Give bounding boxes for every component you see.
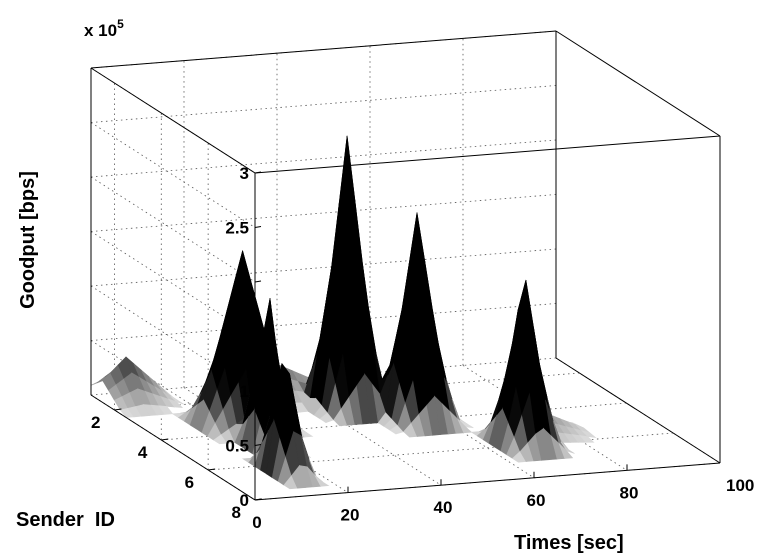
box-edge [254,135,721,174]
z-tick-mark [254,335,262,337]
grid-line-z-back [90,139,557,178]
z-tick-label: 2 [240,273,249,292]
z-tick-mark [254,389,262,392]
surface-patch [560,441,575,454]
x-tick-label: 100 [726,476,754,495]
z-tick-label: 2.5 [225,219,249,238]
box-edge [555,357,721,464]
z-tick-label: 1.5 [225,328,249,347]
z-multiplier-label: x 105 [84,17,124,40]
surface-patch [170,395,185,405]
surface-patch [298,428,314,438]
surface-patch [558,443,574,459]
z-tick-label: 3 [240,164,249,183]
y-tick-mark [254,498,263,501]
grid-line-z-back [90,194,557,232]
z-tick-label: 0 [240,491,249,510]
y-tick-label: 6 [185,473,194,492]
y-tick-label: 4 [138,443,148,462]
y-axis-label: Sender ID [16,509,115,531]
z-tick-mark [254,226,262,228]
x-axis-label: Times [sec] [514,532,624,554]
tick-labels: 0 0.5 1 1.5 2 2.5 3 0 20 40 60 80 100 2 4 6 8 [91,164,754,532]
surface-patch [579,435,595,443]
y-tick-label: 2 [91,413,100,432]
box-edge [90,67,256,174]
grid-line-z-left [90,122,256,228]
x-tick-label: 0 [252,513,261,532]
z-tick-label: 1 [240,382,249,401]
box-edge [90,394,256,501]
z-axis-label: Goodput [bps] [17,171,39,309]
axes-box [90,30,721,501]
surface-patch [314,475,330,487]
y-tick-mark [208,468,216,471]
z-tick-mark [254,280,262,283]
x-tick-label: 60 [527,491,546,510]
z-tick-label: 0.5 [225,437,249,456]
x-tick-label: 80 [620,483,639,502]
box-edge [254,462,721,501]
y-tick-mark [161,438,169,441]
grid-line-z-back [90,85,557,123]
surface-mesh [90,135,597,490]
y-tick-mark [114,408,122,411]
y-tick-label: 8 [232,503,241,522]
z-tick-mark [254,444,262,446]
x-tick-label: 40 [434,498,453,517]
surface-patch [167,398,184,408]
box-edge [90,30,557,69]
x-tick-label: 20 [341,506,360,525]
z-tick-mark [254,171,262,174]
surface-patch [580,430,597,439]
box-edge [555,30,721,137]
grid-line-z-back [90,248,557,287]
